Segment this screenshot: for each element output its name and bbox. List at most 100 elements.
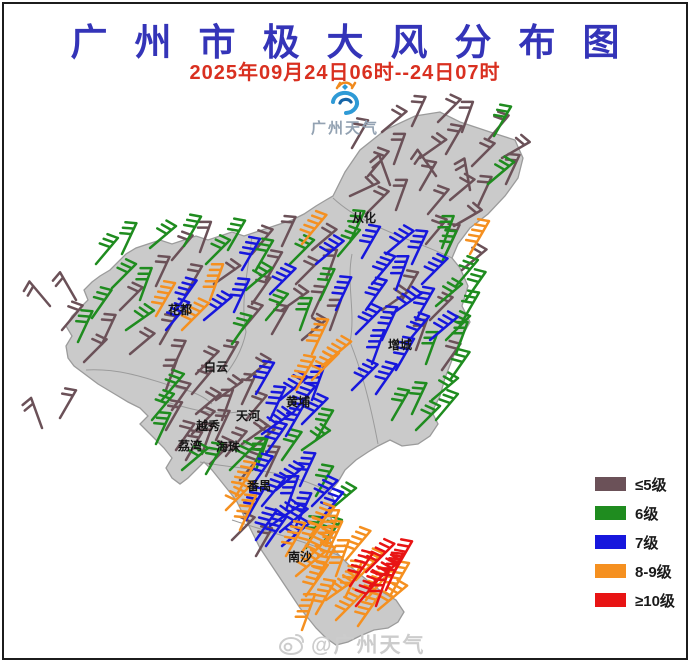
wind-barb	[331, 275, 353, 312]
wind-barb	[60, 300, 84, 332]
wind-barb	[350, 358, 379, 392]
wind-barb	[212, 258, 242, 286]
date-range: 2025年09月24日06时--24日07时	[189, 62, 501, 84]
wind-barb	[160, 368, 186, 402]
wind-barb	[365, 328, 386, 366]
wind-barb	[135, 266, 153, 302]
wind-barb	[410, 148, 438, 178]
wind-barb	[154, 254, 171, 288]
wind-barb	[224, 477, 255, 512]
wind-barb	[452, 201, 483, 228]
wind-barb	[453, 157, 472, 192]
wind-barb	[439, 228, 458, 264]
wind-barb	[294, 593, 317, 632]
wind-barb	[150, 279, 177, 318]
wind-barb	[279, 474, 300, 512]
wind-barb	[390, 285, 423, 316]
wind-barb	[470, 137, 496, 168]
wind-barb	[407, 229, 429, 266]
logo-text: 广州天气	[310, 120, 379, 137]
wind-barb	[317, 266, 336, 302]
wind-barb	[364, 185, 390, 216]
wind-barb	[58, 387, 78, 420]
wind-barb	[260, 405, 293, 436]
wind-barb	[254, 525, 274, 558]
district-boundary	[332, 197, 453, 259]
wind-barb	[202, 290, 233, 322]
wind-barb	[409, 380, 428, 416]
wind-barb	[336, 224, 362, 258]
wind-barb	[264, 512, 288, 548]
wind-barb	[390, 132, 407, 166]
wind-barb	[348, 173, 381, 198]
wind-barb	[294, 255, 320, 286]
wind-barb	[110, 258, 138, 290]
wind-barb	[295, 296, 313, 332]
district-label: 番禺	[246, 478, 271, 493]
wind-barb	[319, 519, 344, 558]
district-label: 越秀	[195, 418, 221, 433]
wind-barb	[229, 277, 251, 314]
wind-barb	[354, 590, 382, 628]
district-label: 黄埔	[286, 394, 310, 409]
wind-barb	[458, 100, 475, 134]
wind-barb	[280, 428, 303, 462]
wind-barb	[500, 133, 531, 160]
wind-barb	[444, 123, 464, 156]
wind-barb	[214, 408, 231, 442]
wind-barb	[460, 289, 481, 324]
wind-barb	[288, 234, 316, 266]
wind-barb	[299, 209, 328, 246]
wind-barb	[264, 249, 284, 282]
district-label: 天河	[236, 408, 260, 423]
wind-barb	[180, 441, 210, 472]
wind-barb	[374, 360, 398, 396]
district-label: 从化	[352, 210, 376, 225]
wind-barb	[174, 419, 196, 452]
wind-barb	[196, 220, 213, 254]
wind-barb	[94, 232, 120, 266]
wind-barb	[328, 539, 351, 578]
wind-barb	[250, 452, 274, 488]
wind-barb	[310, 474, 339, 508]
wind-barb	[244, 352, 272, 382]
wind-barb	[347, 549, 375, 588]
wind-barb	[282, 401, 306, 438]
wind-barb	[434, 277, 464, 308]
wind-barb	[295, 451, 317, 488]
wind-barb	[254, 506, 278, 542]
district-label: 增城	[388, 337, 412, 352]
wind-barb	[280, 516, 311, 548]
wind-barb	[202, 263, 225, 302]
wind-barb	[318, 509, 341, 548]
wind-barb	[82, 333, 108, 364]
wind-barb	[75, 308, 94, 344]
wind-barb	[418, 132, 448, 160]
wind-barb	[265, 385, 287, 422]
wind-barb	[252, 359, 276, 396]
legend-label: ≤5级	[635, 476, 667, 494]
wind-barb	[198, 422, 215, 456]
district-label: 花都	[168, 302, 192, 317]
district-boundary	[225, 235, 253, 375]
wind-barb	[254, 237, 275, 272]
wind-barb	[305, 364, 326, 402]
wind-barb	[264, 288, 290, 322]
wind-barb	[268, 262, 297, 296]
wind-barb	[380, 104, 408, 134]
wind-barb	[240, 372, 257, 406]
wind-barb	[464, 268, 487, 302]
wind-barb	[238, 235, 262, 272]
legend: ≤5级 6级 7级 8-9级 ≥10级	[595, 476, 675, 610]
wind-barb	[426, 184, 450, 216]
wind-barb	[300, 392, 329, 426]
wind-barb	[421, 330, 439, 366]
wind-barb	[302, 560, 330, 598]
legend-label: 8-9级	[635, 563, 672, 581]
wind-barb	[264, 420, 288, 456]
wind-barb	[424, 214, 448, 246]
wind-barb	[314, 234, 345, 266]
wind-barb	[230, 312, 253, 346]
wind-barb	[492, 103, 513, 138]
